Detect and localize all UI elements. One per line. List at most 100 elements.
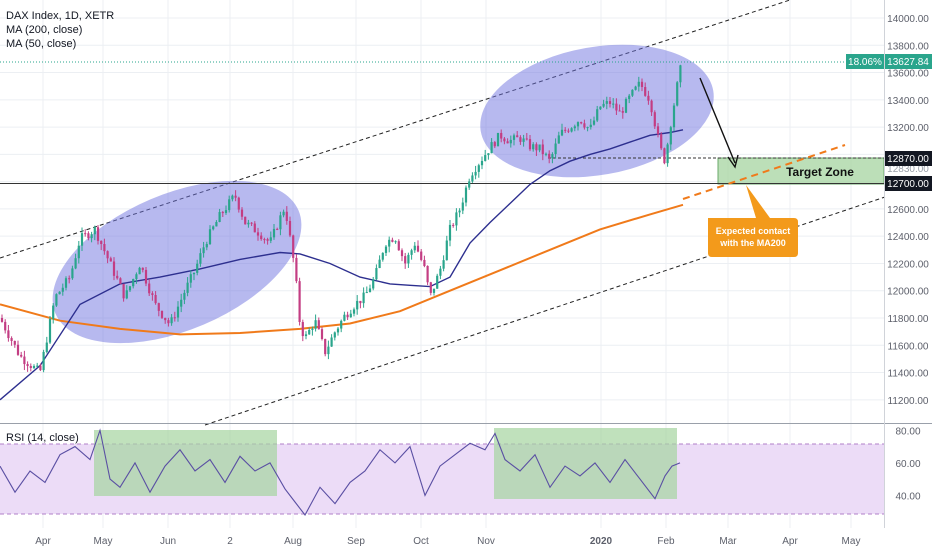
price-axis: 11200.00 11400.00 11600.00 11800.00 12000.00… bbox=[887, 14, 929, 407]
candle-body bbox=[282, 211, 285, 216]
candle-body bbox=[240, 209, 244, 217]
candle-body bbox=[301, 322, 304, 337]
rsi-green-box-2 bbox=[494, 428, 677, 499]
candle-body bbox=[349, 313, 352, 318]
candle-body bbox=[567, 130, 570, 132]
candle-body bbox=[554, 143, 557, 155]
candle-body bbox=[516, 135, 519, 138]
candle-body bbox=[138, 267, 141, 275]
candle-body bbox=[250, 222, 253, 224]
candle-body bbox=[196, 263, 199, 273]
candle-body bbox=[592, 120, 596, 125]
candle-body bbox=[455, 212, 458, 226]
candle-body bbox=[100, 240, 103, 245]
candle-body bbox=[615, 103, 618, 111]
candle-body bbox=[407, 254, 410, 264]
candle-body bbox=[170, 317, 173, 324]
candle-body bbox=[23, 356, 26, 365]
candle-body bbox=[439, 268, 442, 276]
price-tick-label: 11800.00 bbox=[888, 314, 929, 325]
candle-body bbox=[669, 127, 672, 145]
candle-body bbox=[58, 291, 61, 295]
level-high-tag: 12870.00 bbox=[887, 154, 929, 165]
candle-body bbox=[487, 153, 490, 156]
candle-body bbox=[634, 86, 637, 90]
candle-body bbox=[314, 320, 317, 329]
price-tick-label: 13200.00 bbox=[887, 123, 929, 134]
candle-body bbox=[388, 239, 391, 247]
last-price-tag: 13627.84 bbox=[887, 57, 929, 68]
candle-body bbox=[186, 282, 189, 293]
candle-body bbox=[26, 364, 29, 367]
candle-body bbox=[55, 294, 58, 306]
candle-body bbox=[656, 126, 660, 135]
candle-body bbox=[621, 111, 624, 113]
candle-body bbox=[461, 202, 464, 211]
pct-tag-bg bbox=[846, 54, 884, 69]
price-tick-label: 12000.00 bbox=[887, 287, 929, 298]
candle-body bbox=[221, 212, 224, 214]
candle-body bbox=[458, 210, 461, 213]
candle-body bbox=[356, 300, 359, 310]
candle-body bbox=[381, 252, 384, 260]
candle-body bbox=[503, 138, 506, 142]
candle-body bbox=[279, 215, 282, 230]
candle-body bbox=[618, 110, 621, 112]
time-tick-label: May bbox=[94, 536, 113, 547]
rsi-series-line bbox=[0, 428, 681, 517]
candle-body bbox=[13, 340, 16, 345]
candle-body bbox=[333, 332, 336, 338]
candle-body bbox=[644, 87, 647, 96]
candle-body bbox=[148, 283, 151, 294]
candle-body bbox=[39, 365, 42, 371]
time-tick-label: Jun bbox=[160, 536, 176, 547]
candle-body bbox=[199, 253, 202, 264]
candle-body bbox=[263, 239, 266, 241]
candle-body bbox=[253, 223, 256, 233]
candle-body bbox=[522, 138, 525, 142]
candle-body bbox=[228, 199, 231, 211]
rsi-axis: 40.00 60.00 80.00 bbox=[895, 426, 920, 502]
candle-body bbox=[132, 279, 135, 287]
price-tick-label: 13400.00 bbox=[887, 96, 929, 107]
candle-body bbox=[304, 334, 308, 337]
candle-body bbox=[260, 235, 263, 240]
candle-body bbox=[612, 103, 615, 105]
candle-body bbox=[327, 346, 330, 355]
candle-body bbox=[77, 245, 80, 259]
candle-body bbox=[87, 233, 90, 239]
time-tick-label: Aug bbox=[284, 536, 302, 547]
candle-body bbox=[272, 228, 276, 238]
candle-body bbox=[368, 288, 372, 293]
candle-body bbox=[397, 241, 400, 251]
candle-body bbox=[74, 258, 77, 269]
candle-body bbox=[340, 320, 343, 329]
candle-body bbox=[288, 220, 292, 236]
candle-body bbox=[29, 366, 32, 368]
chart-legend: DAX Index, 1D, XETR MA (200, close) MA (… bbox=[6, 9, 114, 51]
ma50-legend: MA (50, close) bbox=[6, 38, 77, 50]
candle-body bbox=[608, 101, 612, 104]
candle-body bbox=[164, 317, 167, 321]
candle-body bbox=[624, 99, 628, 113]
time-tick-label: 2020 bbox=[590, 536, 613, 547]
candle-body bbox=[320, 329, 324, 339]
candle-body bbox=[490, 142, 493, 154]
candle-body bbox=[0, 318, 4, 322]
candle-body bbox=[269, 237, 272, 241]
candle-body bbox=[208, 229, 212, 245]
candle-body bbox=[336, 328, 340, 333]
candle-body bbox=[45, 342, 48, 352]
candle-body bbox=[384, 246, 388, 253]
candle-body bbox=[445, 240, 448, 261]
candle-body bbox=[548, 153, 551, 159]
rsi-tick-label: 40.00 bbox=[895, 491, 920, 502]
candle-body bbox=[4, 321, 7, 331]
candle-body bbox=[32, 365, 36, 368]
candle-body bbox=[352, 309, 356, 314]
price-tick-label: 14000.00 bbox=[887, 14, 929, 25]
candle-body bbox=[628, 95, 631, 100]
candle-body bbox=[218, 212, 221, 223]
ma200-projection-line bbox=[682, 144, 846, 200]
